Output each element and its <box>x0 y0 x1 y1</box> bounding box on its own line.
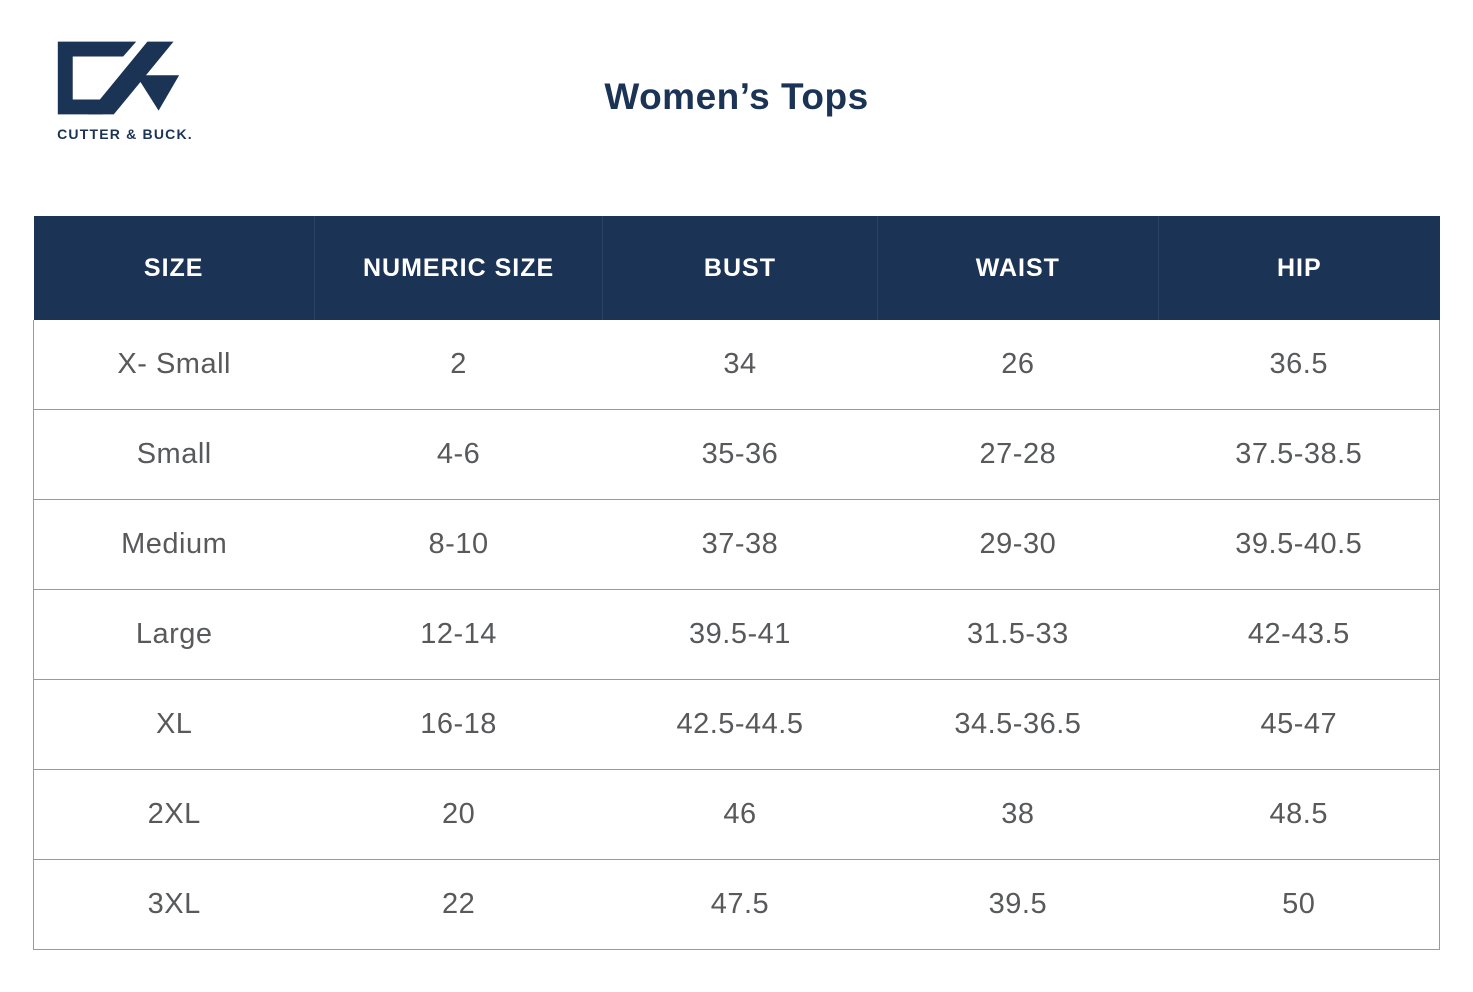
table-cell: 27-28 <box>877 409 1159 500</box>
table-cell: 39.5-41 <box>602 589 878 680</box>
table-cell: 4-6 <box>314 409 603 500</box>
table-cell: 31.5-33 <box>877 589 1159 680</box>
table-cell: 26 <box>877 320 1159 410</box>
header-row: SIZE NUMERIC SIZE BUST WAIST HIP <box>33 216 1440 320</box>
size-table-body: X- Small 2 34 26 36.5 Small 4-6 35-36 27-28 37.5-… <box>33 320 1440 950</box>
table-cell: 35-36 <box>602 409 878 500</box>
page-header: CUTTER & BUCK. Women’s Tops <box>0 0 1473 216</box>
table-cell: 38 <box>877 769 1159 860</box>
column-header-waist: WAIST <box>876 216 1159 320</box>
table-row: Medium 8-10 37-38 29-30 39.5-40.5 <box>33 499 1440 590</box>
table-cell: Medium <box>33 499 315 590</box>
column-header-numeric-size: NUMERIC SIZE <box>313 216 603 320</box>
table-cell: 37-38 <box>602 499 878 590</box>
table-cell: 8-10 <box>314 499 603 590</box>
table-cell: 37.5-38.5 <box>1158 409 1440 500</box>
table-cell: 2XL <box>33 769 315 860</box>
table-row: XL 16-18 42.5-44.5 34.5-36.5 45-47 <box>33 679 1440 770</box>
table-cell: 47.5 <box>602 859 878 950</box>
table-cell: 48.5 <box>1158 769 1440 860</box>
table-cell: 2 <box>314 320 603 410</box>
table-row: Small 4-6 35-36 27-28 37.5-38.5 <box>33 409 1440 500</box>
brand-logo: CUTTER & BUCK. <box>50 36 200 142</box>
table-row: X- Small 2 34 26 36.5 <box>33 320 1440 410</box>
table-cell: 39.5 <box>877 859 1159 950</box>
table-cell: 34.5-36.5 <box>877 679 1159 770</box>
table-cell: 12-14 <box>314 589 603 680</box>
table-cell: 29-30 <box>877 499 1159 590</box>
cutter-buck-monogram-icon <box>57 41 180 115</box>
table-cell: XL <box>33 679 315 770</box>
page-title: Women’s Tops <box>604 76 869 117</box>
table-cell: 42.5-44.5 <box>602 679 878 770</box>
table-cell: 16-18 <box>314 679 603 770</box>
table-cell: 45-47 <box>1158 679 1440 770</box>
table-cell: 46 <box>602 769 878 860</box>
brand-name: CUTTER & BUCK. <box>57 126 193 142</box>
size-chart: SIZE NUMERIC SIZE BUST WAIST HIP X- Smal… <box>33 216 1440 950</box>
table-cell: Small <box>33 409 315 500</box>
column-header-size: SIZE <box>33 216 315 320</box>
table-cell: 50 <box>1158 859 1440 950</box>
table-row: 3XL 22 47.5 39.5 50 <box>33 859 1440 950</box>
table-row: Large 12-14 39.5-41 31.5-33 42-43.5 <box>33 589 1440 680</box>
table-cell: 20 <box>314 769 603 860</box>
table-cell: 39.5-40.5 <box>1158 499 1440 590</box>
table-cell: 22 <box>314 859 603 950</box>
table-cell: 36.5 <box>1158 320 1440 410</box>
table-cell: 3XL <box>33 859 315 950</box>
table-cell: Large <box>33 589 315 680</box>
size-table-header: SIZE NUMERIC SIZE BUST WAIST HIP <box>33 216 1440 320</box>
size-table: SIZE NUMERIC SIZE BUST WAIST HIP X- Smal… <box>33 216 1440 950</box>
column-header-bust: BUST <box>602 216 878 320</box>
table-cell: 42-43.5 <box>1158 589 1440 680</box>
table-cell: X- Small <box>33 320 315 410</box>
table-cell: 34 <box>602 320 878 410</box>
column-header-hip: HIP <box>1158 216 1440 320</box>
table-row: 2XL 20 46 38 48.5 <box>33 769 1440 860</box>
